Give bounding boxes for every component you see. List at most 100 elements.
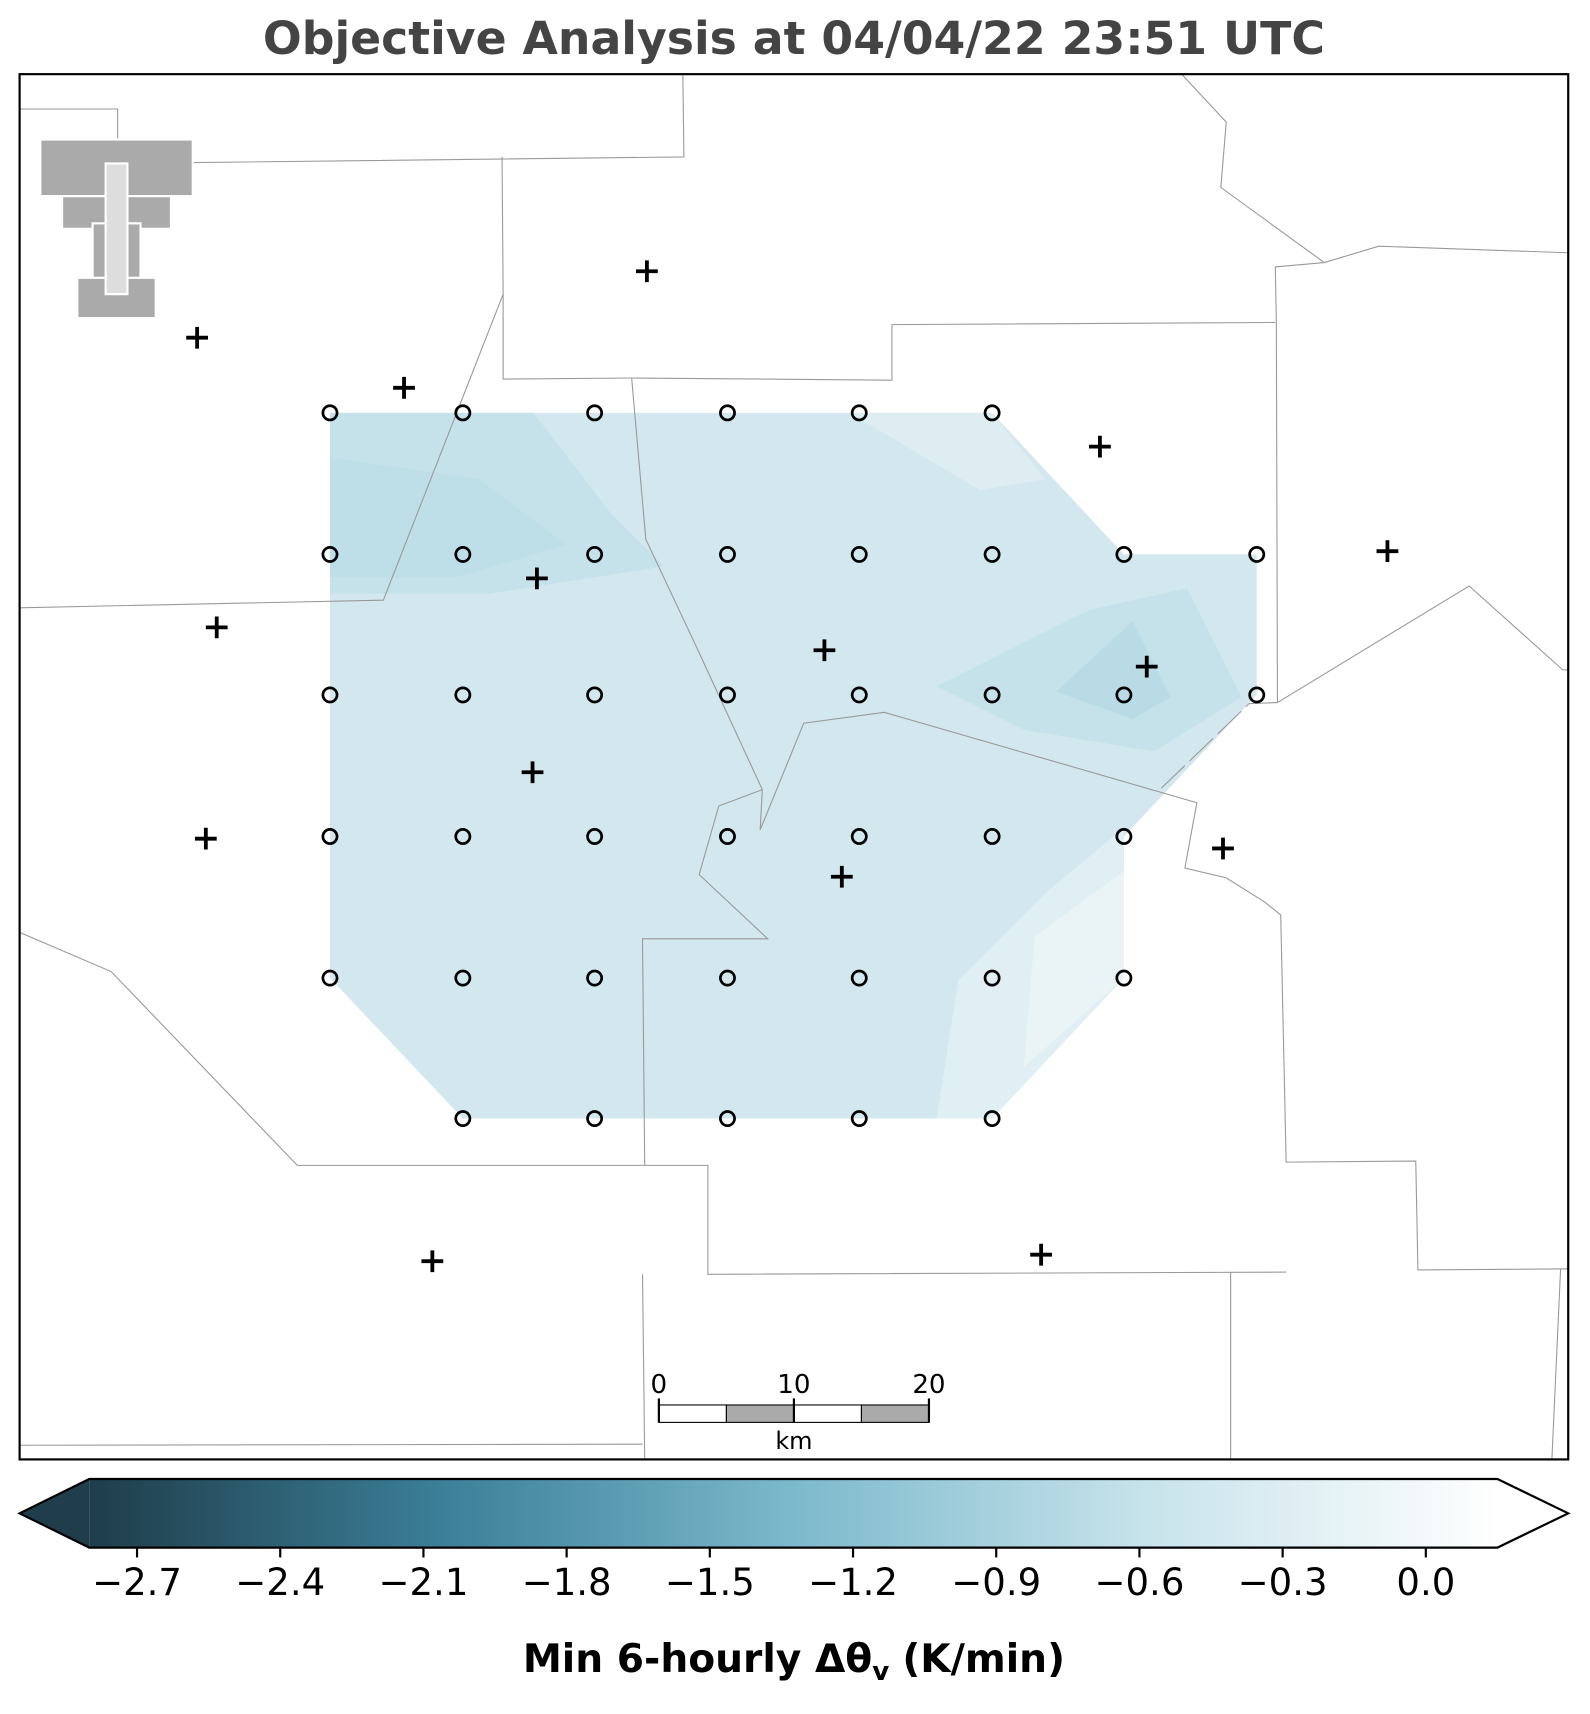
colorbar-gradient — [89, 1479, 1498, 1548]
county-line — [1159, 701, 1278, 791]
grid-point — [454, 828, 472, 845]
field-contour — [1023, 871, 1124, 1068]
station-marker — [526, 567, 548, 590]
county-line — [641, 789, 1287, 1275]
grid-point — [1115, 828, 1133, 845]
grid-point — [454, 686, 472, 704]
grid-point — [850, 1110, 868, 1127]
station-marker — [1089, 435, 1111, 458]
grid-point — [983, 545, 1001, 563]
county-line — [1324, 245, 1569, 264]
grid-point — [1248, 545, 1266, 563]
grid-point — [321, 545, 339, 563]
colorbar-tick-label: −0.9 — [951, 1561, 1041, 1604]
station-marker — [1376, 540, 1399, 563]
grid-point — [983, 404, 1001, 422]
county-line — [19, 293, 504, 609]
colorbar-label-units: (K/min) — [902, 1636, 1065, 1681]
scale-bar: km 0 10 20 — [651, 1370, 946, 1455]
county-line — [19, 931, 645, 1166]
grid-point — [1115, 686, 1133, 704]
logo-part — [76, 276, 157, 320]
colorbar: −2.7 −2.4 −2.1 −1.8 −1.5 −1.2 −0.9 −0.6 −0.3 0.0 — [17, 1477, 1571, 1604]
field-contour — [1056, 620, 1171, 719]
grid-point — [719, 969, 736, 987]
colorbar-label-subscript: v — [872, 1656, 889, 1686]
county-lines — [19, 73, 1569, 1460]
scale-tick-label: 10 — [777, 1370, 810, 1400]
colorbar-tick-label: −0.3 — [1238, 1561, 1328, 1604]
grid-point — [1115, 545, 1133, 563]
colorbar-label-text: Min 6-hourly Δθ — [523, 1636, 872, 1681]
county-line — [501, 156, 1276, 381]
logo — [39, 138, 194, 320]
colorbar-tick-label: 0.0 — [1396, 1561, 1455, 1604]
county-line — [1551, 1268, 1562, 1460]
grid-point — [850, 545, 868, 563]
grid-point — [586, 686, 604, 704]
grid-point — [719, 828, 736, 845]
county-line — [1277, 585, 1569, 703]
field-contour — [329, 457, 567, 578]
grid-point — [586, 1110, 604, 1127]
colorbar-extend-high — [1497, 1479, 1569, 1548]
grid-point — [719, 404, 736, 422]
grid-point — [850, 686, 868, 704]
scale-unit: km — [775, 1427, 812, 1455]
field-contour — [849, 412, 1046, 491]
grid-points — [321, 404, 1266, 1127]
grid-point — [719, 1110, 736, 1127]
logo-part — [104, 162, 129, 296]
grid-point — [850, 969, 868, 987]
station-marker — [421, 1250, 444, 1273]
field-contour — [936, 827, 1124, 1119]
grid-point — [454, 545, 472, 563]
grid-point — [983, 969, 1001, 987]
station-marker — [830, 865, 853, 888]
grid-point — [983, 828, 1001, 845]
colorbar-tick-label: −1.8 — [522, 1561, 612, 1604]
grid-point — [719, 545, 736, 563]
grid-point — [454, 404, 472, 422]
grid-point — [321, 686, 339, 704]
grid-point — [1115, 969, 1133, 987]
grid-point — [719, 686, 736, 704]
grid-point — [1248, 686, 1266, 704]
scale-segment — [658, 1404, 727, 1423]
station-marker — [813, 639, 836, 662]
station-marker — [393, 376, 415, 399]
chart-title: Objective Analysis at 04/04/22 23:51 UTC — [263, 12, 1325, 65]
station-marker — [521, 761, 544, 784]
grid-point — [850, 404, 868, 422]
grid-point — [454, 1110, 472, 1127]
map-frame — [18, 73, 1570, 1461]
station-marker — [1135, 655, 1158, 678]
scale-tick-label: 20 — [912, 1370, 945, 1400]
station-marker — [205, 616, 228, 639]
grid-point — [321, 828, 339, 845]
colorbar-extend-low — [19, 1479, 90, 1548]
scale-tick-label: 0 — [651, 1370, 668, 1400]
station-marker — [186, 326, 209, 349]
colorbar-outline — [17, 1477, 1571, 1549]
grid-point — [321, 404, 339, 422]
colorbar-tick-label: −1.5 — [665, 1561, 755, 1604]
grid-point — [983, 1110, 1001, 1127]
station-marker — [1212, 837, 1234, 860]
grid-point — [586, 828, 604, 845]
grid-point — [586, 404, 604, 422]
grid-point — [454, 969, 472, 987]
colorbar-tick-label: −0.6 — [1094, 1561, 1184, 1604]
colorbar-tick-label: −1.2 — [808, 1561, 898, 1604]
analysis-field — [329, 412, 1257, 1119]
colorbar-tick-label: −2.7 — [92, 1561, 182, 1604]
scale-segment — [860, 1404, 930, 1423]
grid-point — [321, 969, 339, 987]
scale-segment — [725, 1404, 795, 1423]
grid-point — [586, 969, 604, 987]
station-marker — [636, 260, 658, 283]
county-line — [641, 1274, 646, 1460]
colorbar-tick-label: −2.1 — [378, 1561, 468, 1604]
colorbar-label: Min 6-hourly Δθv (K/min) — [523, 1636, 1065, 1686]
